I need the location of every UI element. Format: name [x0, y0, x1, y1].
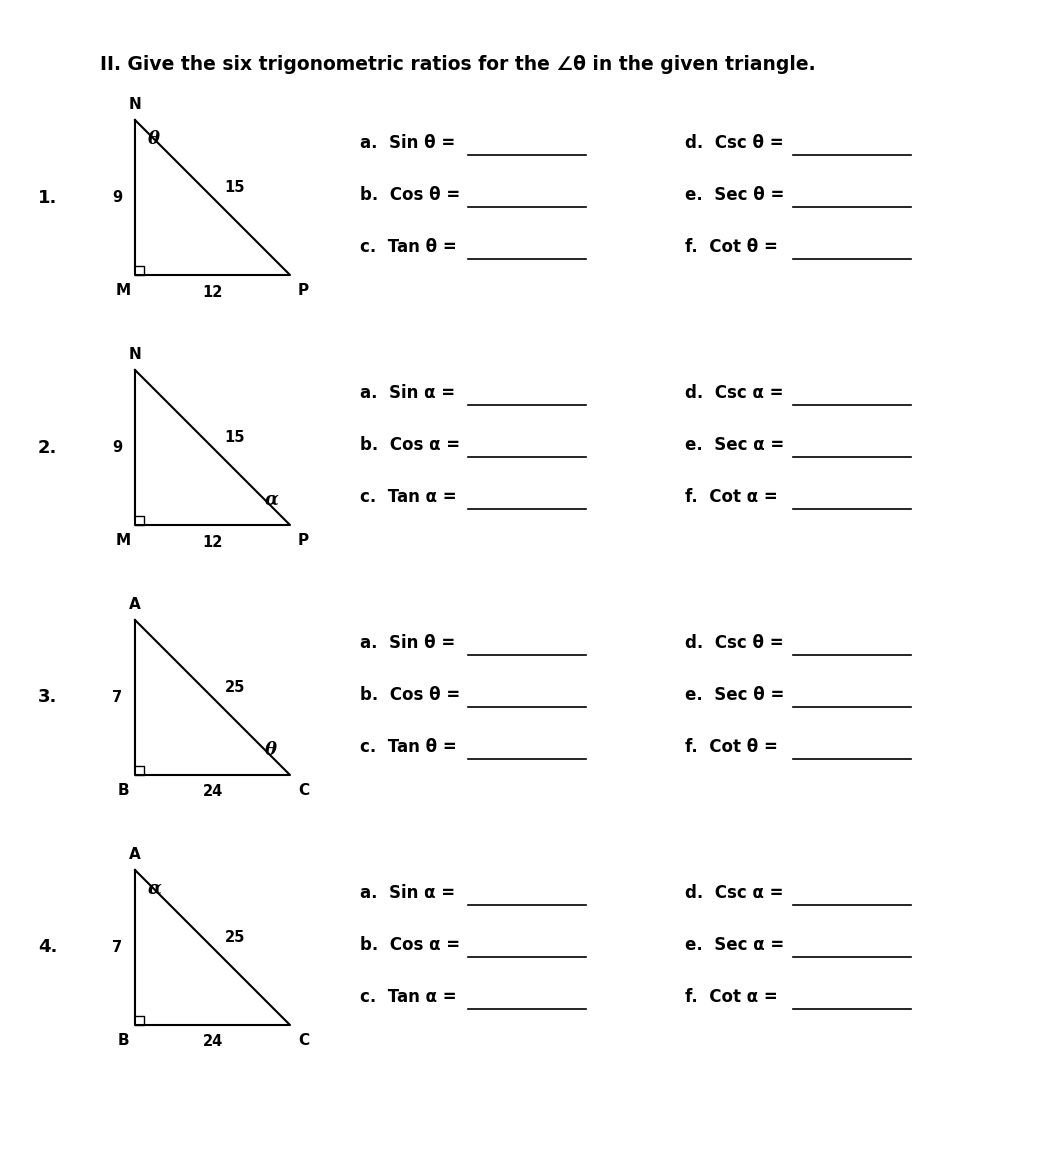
Text: c.  Tan θ =: c. Tan θ = [360, 238, 457, 256]
Text: C: C [298, 1033, 309, 1048]
Text: a.  Sin α =: a. Sin α = [360, 884, 455, 902]
Text: d.  Csc α =: d. Csc α = [685, 884, 783, 902]
Text: e.  Sec α =: e. Sec α = [685, 436, 784, 454]
Text: 2.: 2. [38, 438, 57, 457]
Text: b.  Cos θ =: b. Cos θ = [360, 185, 460, 204]
Text: d.  Csc θ =: d. Csc θ = [685, 634, 783, 653]
Text: f.  Cot α =: f. Cot α = [685, 488, 778, 506]
Text: 4.: 4. [38, 939, 57, 956]
Text: II. Give the six trigonometric ratios for the ∠θ in the given triangle.: II. Give the six trigonometric ratios fo… [100, 54, 816, 74]
Text: α: α [148, 880, 162, 898]
Text: 1.: 1. [38, 189, 57, 206]
Text: 25: 25 [224, 680, 245, 695]
Text: M: M [116, 283, 130, 298]
Text: b.  Cos θ =: b. Cos θ = [360, 686, 460, 704]
Text: A: A [129, 597, 141, 612]
Text: 9: 9 [112, 190, 122, 205]
Text: 7: 7 [112, 940, 122, 955]
Text: M: M [116, 533, 130, 548]
Text: P: P [298, 283, 309, 298]
Text: f.  Cot α =: f. Cot α = [685, 987, 778, 1006]
Text: e.  Sec α =: e. Sec α = [685, 936, 784, 954]
Text: 25: 25 [224, 930, 245, 945]
Text: c.  Tan α =: c. Tan α = [360, 987, 457, 1006]
Text: N: N [128, 97, 142, 112]
Text: d.  Csc α =: d. Csc α = [685, 384, 783, 402]
Text: 15: 15 [224, 430, 245, 445]
Text: 3.: 3. [38, 688, 57, 707]
Text: P: P [298, 533, 309, 548]
Text: a.  Sin θ =: a. Sin θ = [360, 134, 455, 152]
Text: 7: 7 [112, 690, 122, 705]
Text: a.  Sin θ =: a. Sin θ = [360, 634, 455, 653]
Text: C: C [298, 783, 309, 799]
Text: 12: 12 [202, 534, 223, 549]
Text: B: B [117, 783, 129, 799]
Text: α: α [265, 491, 278, 509]
Text: 24: 24 [202, 1035, 222, 1050]
Text: a.  Sin α =: a. Sin α = [360, 384, 455, 402]
Text: c.  Tan α =: c. Tan α = [360, 488, 457, 506]
Text: f.  Cot θ =: f. Cot θ = [685, 738, 778, 756]
Text: 9: 9 [112, 440, 122, 455]
Text: 15: 15 [224, 180, 245, 195]
Text: 12: 12 [202, 284, 223, 299]
Text: θ: θ [265, 741, 277, 759]
Text: e.  Sec θ =: e. Sec θ = [685, 686, 784, 704]
Text: N: N [128, 347, 142, 362]
Text: b.  Cos α =: b. Cos α = [360, 936, 460, 954]
Text: B: B [117, 1033, 129, 1048]
Text: A: A [129, 847, 141, 862]
Text: θ: θ [148, 130, 160, 148]
Text: b.  Cos α =: b. Cos α = [360, 436, 460, 454]
Text: f.  Cot θ =: f. Cot θ = [685, 238, 778, 256]
Text: c.  Tan θ =: c. Tan θ = [360, 738, 457, 756]
Text: e.  Sec θ =: e. Sec θ = [685, 185, 784, 204]
Text: 24: 24 [202, 785, 222, 800]
Text: d.  Csc θ =: d. Csc θ = [685, 134, 783, 152]
